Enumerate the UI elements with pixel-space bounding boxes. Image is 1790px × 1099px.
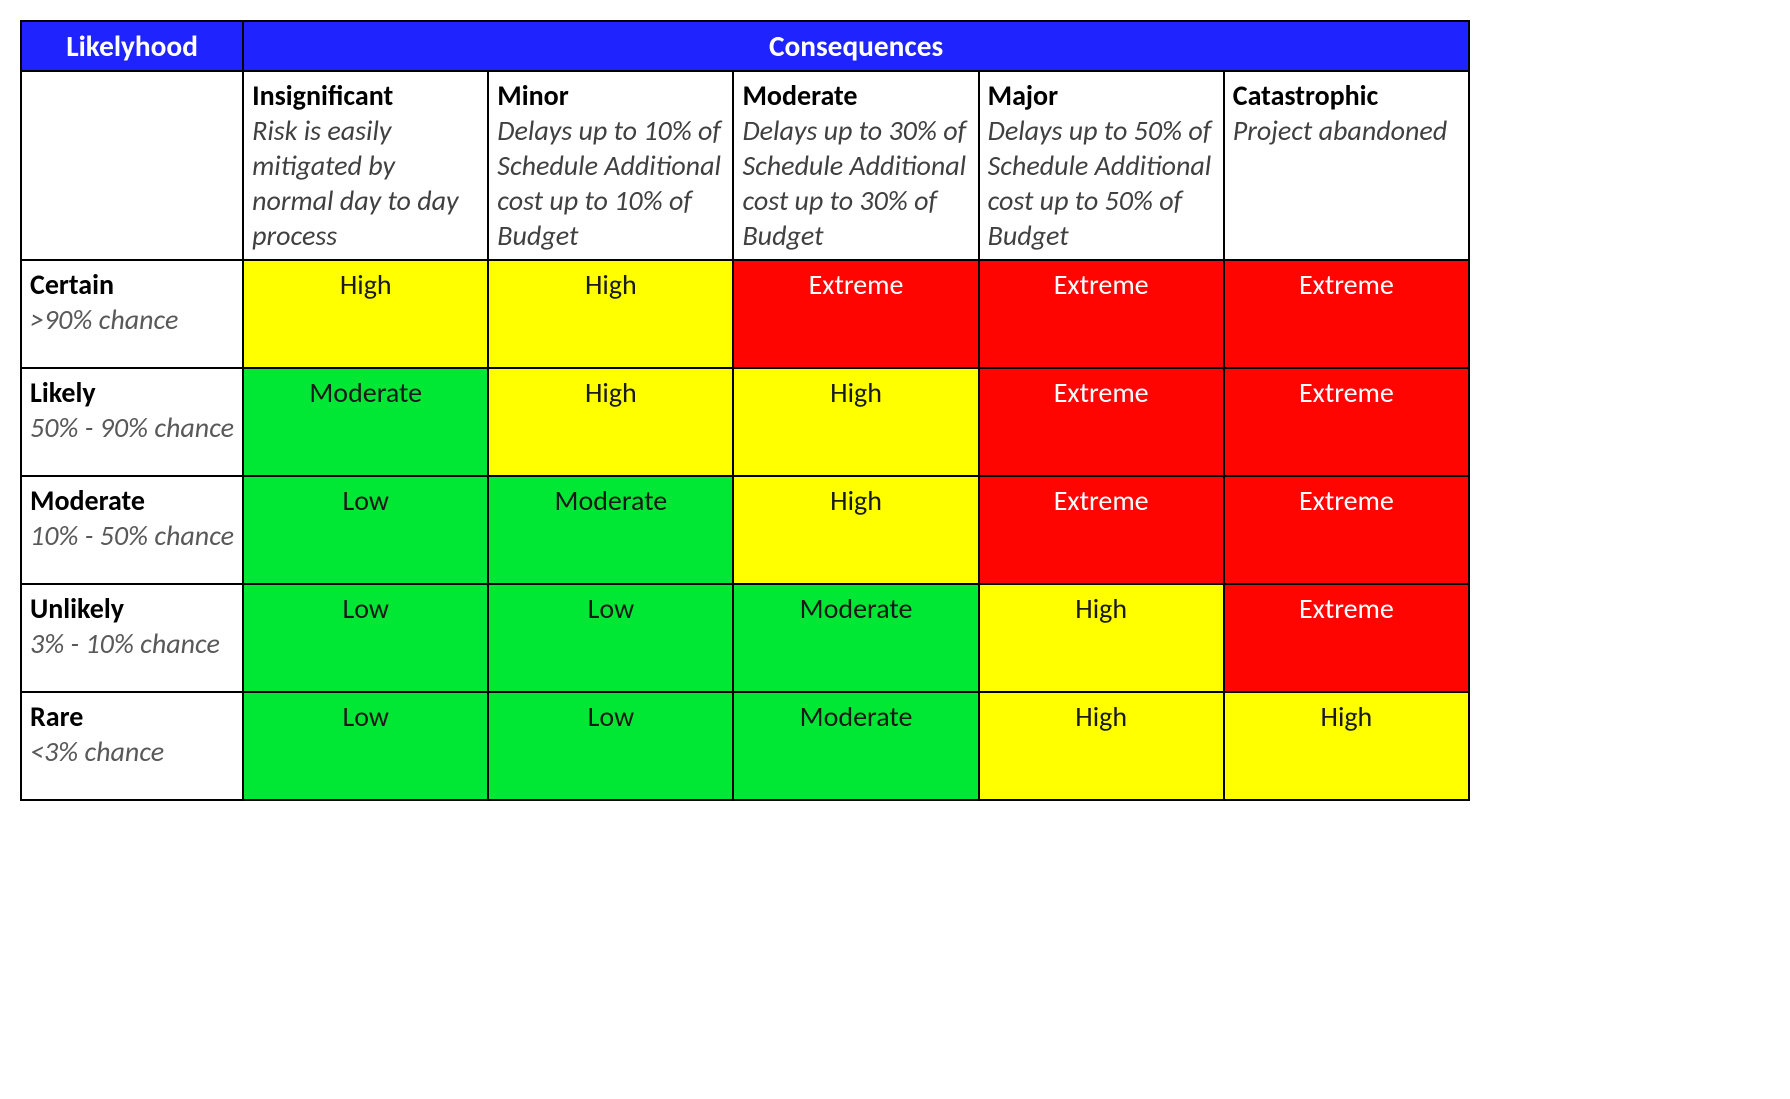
consequence-desc: Project abandoned: [1233, 113, 1460, 148]
likelihood-desc: <3% chance: [30, 734, 234, 769]
matrix-row: Likely 50% - 90% chance Moderate High Hi…: [21, 368, 1469, 476]
likelihood-title: Rare: [30, 699, 234, 734]
rating-cell: Moderate: [733, 584, 978, 692]
rating-cell: Extreme: [733, 260, 978, 368]
rating-cell: High: [488, 260, 733, 368]
rating-cell: High: [488, 368, 733, 476]
rating-cell: Low: [243, 584, 488, 692]
consequence-title: Insignificant: [252, 78, 479, 113]
rating-cell: Moderate: [243, 368, 488, 476]
consequence-def: Major Delays up to 50% of Schedule Addit…: [979, 71, 1224, 260]
rating-cell: Moderate: [733, 692, 978, 800]
matrix-row: Unlikely 3% - 10% chance Low Low Moderat…: [21, 584, 1469, 692]
rating-cell: Extreme: [1224, 584, 1469, 692]
rating-cell: Extreme: [979, 368, 1224, 476]
consequence-desc: Delays up to 30% of Schedule Additional …: [742, 113, 969, 253]
consequence-def: Catastrophic Project abandoned: [1224, 71, 1469, 260]
blank-cell: [21, 71, 243, 260]
rating-cell: Low: [243, 476, 488, 584]
consequence-title: Catastrophic: [1233, 78, 1460, 113]
rating-cell: High: [979, 584, 1224, 692]
rating-cell: High: [979, 692, 1224, 800]
rating-cell: Extreme: [1224, 260, 1469, 368]
likelihood-desc: 3% - 10% chance: [30, 626, 234, 661]
consequence-def: Minor Delays up to 10% of Schedule Addit…: [488, 71, 733, 260]
likelihood-title: Certain: [30, 267, 234, 302]
consequence-title: Major: [988, 78, 1215, 113]
rating-cell: High: [733, 368, 978, 476]
likelihood-desc: 50% - 90% chance: [30, 410, 234, 445]
matrix-row: Certain >90% chance High High Extreme Ex…: [21, 260, 1469, 368]
likelihood-desc: 10% - 50% chance: [30, 518, 234, 553]
consequence-title: Moderate: [742, 78, 969, 113]
consequence-def: Moderate Delays up to 30% of Schedule Ad…: [733, 71, 978, 260]
consequence-def: Insignificant Risk is easily mitigated b…: [243, 71, 488, 260]
likelihood-title: Moderate: [30, 483, 234, 518]
matrix-body: Insignificant Risk is easily mitigated b…: [21, 71, 1469, 800]
rating-cell: High: [1224, 692, 1469, 800]
likelihood-title: Unlikely: [30, 591, 234, 626]
rating-cell: Low: [488, 692, 733, 800]
matrix-row: Rare <3% chance Low Low Moderate High Hi…: [21, 692, 1469, 800]
rating-cell: Moderate: [488, 476, 733, 584]
likelihood-desc: >90% chance: [30, 302, 234, 337]
rating-cell: Extreme: [1224, 368, 1469, 476]
rating-cell: Low: [243, 692, 488, 800]
rating-cell: Low: [488, 584, 733, 692]
rating-cell: High: [733, 476, 978, 584]
likelihood-def: Likely 50% - 90% chance: [21, 368, 243, 476]
likelihood-def: Rare <3% chance: [21, 692, 243, 800]
rating-cell: Extreme: [979, 476, 1224, 584]
consequence-desc: Delays up to 50% of Schedule Additional …: [988, 113, 1215, 253]
risk-matrix-table: Likelyhood Consequences Insignificant Ri…: [20, 20, 1470, 801]
consequence-desc: Risk is easily mitigated by normal day t…: [252, 113, 479, 253]
consequence-definitions-row: Insignificant Risk is easily mitigated b…: [21, 71, 1469, 260]
likelihood-def: Unlikely 3% - 10% chance: [21, 584, 243, 692]
likelihood-header: Likelyhood: [21, 21, 243, 71]
consequences-header: Consequences: [243, 21, 1469, 71]
rating-cell: Extreme: [979, 260, 1224, 368]
likelihood-def: Certain >90% chance: [21, 260, 243, 368]
likelihood-def: Moderate 10% - 50% chance: [21, 476, 243, 584]
consequence-title: Minor: [497, 78, 724, 113]
rating-cell: High: [243, 260, 488, 368]
consequence-desc: Delays up to 10% of Schedule Additional …: [497, 113, 724, 253]
likelihood-title: Likely: [30, 375, 234, 410]
rating-cell: Extreme: [1224, 476, 1469, 584]
header-row: Likelyhood Consequences: [21, 21, 1469, 71]
matrix-row: Moderate 10% - 50% chance Low Moderate H…: [21, 476, 1469, 584]
